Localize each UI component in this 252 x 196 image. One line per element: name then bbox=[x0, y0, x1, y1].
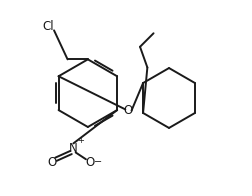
Text: Cl: Cl bbox=[42, 20, 54, 33]
Text: O: O bbox=[85, 156, 94, 169]
Text: O: O bbox=[123, 104, 133, 117]
Text: N: N bbox=[69, 142, 77, 155]
Text: −: − bbox=[93, 157, 101, 167]
Text: +: + bbox=[77, 136, 84, 145]
Text: O: O bbox=[47, 156, 56, 169]
